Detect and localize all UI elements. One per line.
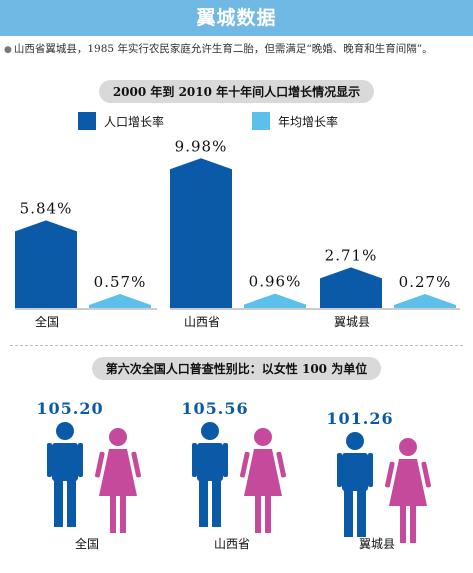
female-head — [399, 438, 417, 456]
bar-annual-0 — [89, 294, 151, 308]
male-figure-icon — [192, 422, 228, 527]
bar-annual-1 — [244, 293, 306, 308]
female-arm-right — [276, 451, 286, 478]
male-figure-icon — [47, 422, 83, 527]
male-leg-left — [199, 480, 208, 527]
bar-value-label: 0.96% — [249, 273, 302, 291]
male-arm-right — [223, 443, 228, 477]
legend-label-total-growth: 人口增长率 — [104, 114, 165, 129]
section-divider — [10, 345, 463, 346]
male-head — [346, 432, 364, 450]
bar-total-2 — [320, 267, 382, 308]
bar-value-label: 0.57% — [94, 273, 147, 291]
female-leg-left — [400, 505, 406, 543]
male-arm-right — [368, 453, 373, 487]
male-head — [201, 422, 219, 440]
category-label: 全国 — [75, 536, 99, 551]
female-leg-right — [410, 505, 416, 543]
bar-annual-2 — [394, 294, 456, 308]
female-leg-left — [255, 495, 261, 533]
female-dress — [99, 449, 137, 496]
growth-chart-title-text: 2000 年到 2010 年十年间人口增长情况显示 — [98, 80, 375, 103]
sex-ratio-value-label: 105.56 — [181, 399, 248, 418]
female-figure-icon — [240, 428, 286, 533]
legend-swatch-annual-growth — [252, 112, 270, 130]
female-figure-icon — [95, 428, 141, 533]
legend-item-total-growth: 人口增长率 — [78, 112, 164, 130]
male-figure-icon — [337, 432, 373, 537]
category-label: 翼城县 — [334, 315, 370, 329]
male-leg-right — [212, 480, 221, 527]
category-label: 全国 — [35, 314, 59, 329]
bullet-icon: ● — [4, 45, 12, 55]
female-leg-left — [110, 495, 116, 533]
male-torso — [197, 443, 223, 481]
female-arm-left — [385, 461, 395, 488]
bar-total-1 — [170, 158, 232, 308]
growth-bar-chart: 5.84% 0.57% 全国 9.98% 0.96% 山西省 2.71% 0.27% 翼城县 — [15, 137, 460, 329]
legend-label-annual-growth: 年均增长率 — [278, 114, 339, 129]
male-arm-left — [47, 443, 52, 477]
female-leg-right — [265, 495, 271, 533]
female-arm-right — [421, 461, 431, 488]
female-leg-right — [120, 495, 126, 533]
legend-swatch-total-growth — [78, 112, 96, 130]
female-head — [254, 428, 272, 446]
male-head — [56, 422, 74, 440]
header-title: 翼城数据 — [0, 0, 473, 36]
female-dress — [389, 459, 427, 506]
sex-ratio-chart-title-text: 第六次全国人口普查性别比：以女性 100 为单位 — [91, 357, 382, 380]
female-head — [109, 428, 127, 446]
male-arm-left — [337, 453, 342, 487]
intro-text: 山西省翼城县，1985 年实行农民家庭允许生育二胎，但需满足“晚婚、晚育和生育间… — [13, 43, 433, 55]
bar-total-0 — [15, 220, 77, 308]
bar-value-label: 0.27% — [399, 273, 452, 291]
male-torso — [52, 443, 78, 481]
sex-ratio-chart-title: 第六次全国人口普查性别比：以女性 100 为单位 — [0, 357, 473, 380]
male-leg-left — [344, 490, 353, 537]
male-leg-right — [67, 480, 76, 527]
female-figure-icon — [385, 438, 431, 543]
female-dress — [244, 449, 282, 496]
bar-value-label: 5.84% — [20, 199, 73, 217]
bar-value-label: 9.98% — [175, 137, 228, 155]
growth-chart-title: 2000 年到 2010 年十年间人口增长情况显示 — [0, 80, 473, 103]
male-leg-left — [54, 480, 63, 527]
intro-text-row: ● 山西省翼城县，1985 年实行农民家庭允许生育二胎，但需满足“晚婚、晚育和生育… — [4, 41, 473, 57]
female-arm-right — [131, 451, 141, 478]
bar-value-label: 2.71% — [325, 246, 378, 264]
sex-ratio-value-label: 105.20 — [36, 399, 103, 418]
category-label: 山西省 — [214, 537, 250, 551]
male-arm-left — [192, 443, 197, 477]
category-label: 翼城县 — [359, 537, 395, 551]
male-leg-right — [357, 490, 366, 537]
category-label: 山西省 — [184, 315, 220, 329]
legend-item-annual-growth: 年均增长率 — [252, 112, 338, 130]
male-torso — [342, 453, 368, 491]
female-arm-left — [95, 451, 105, 478]
sex-ratio-value-label: 101.26 — [326, 409, 393, 428]
male-arm-right — [78, 443, 83, 477]
female-arm-left — [240, 451, 250, 478]
